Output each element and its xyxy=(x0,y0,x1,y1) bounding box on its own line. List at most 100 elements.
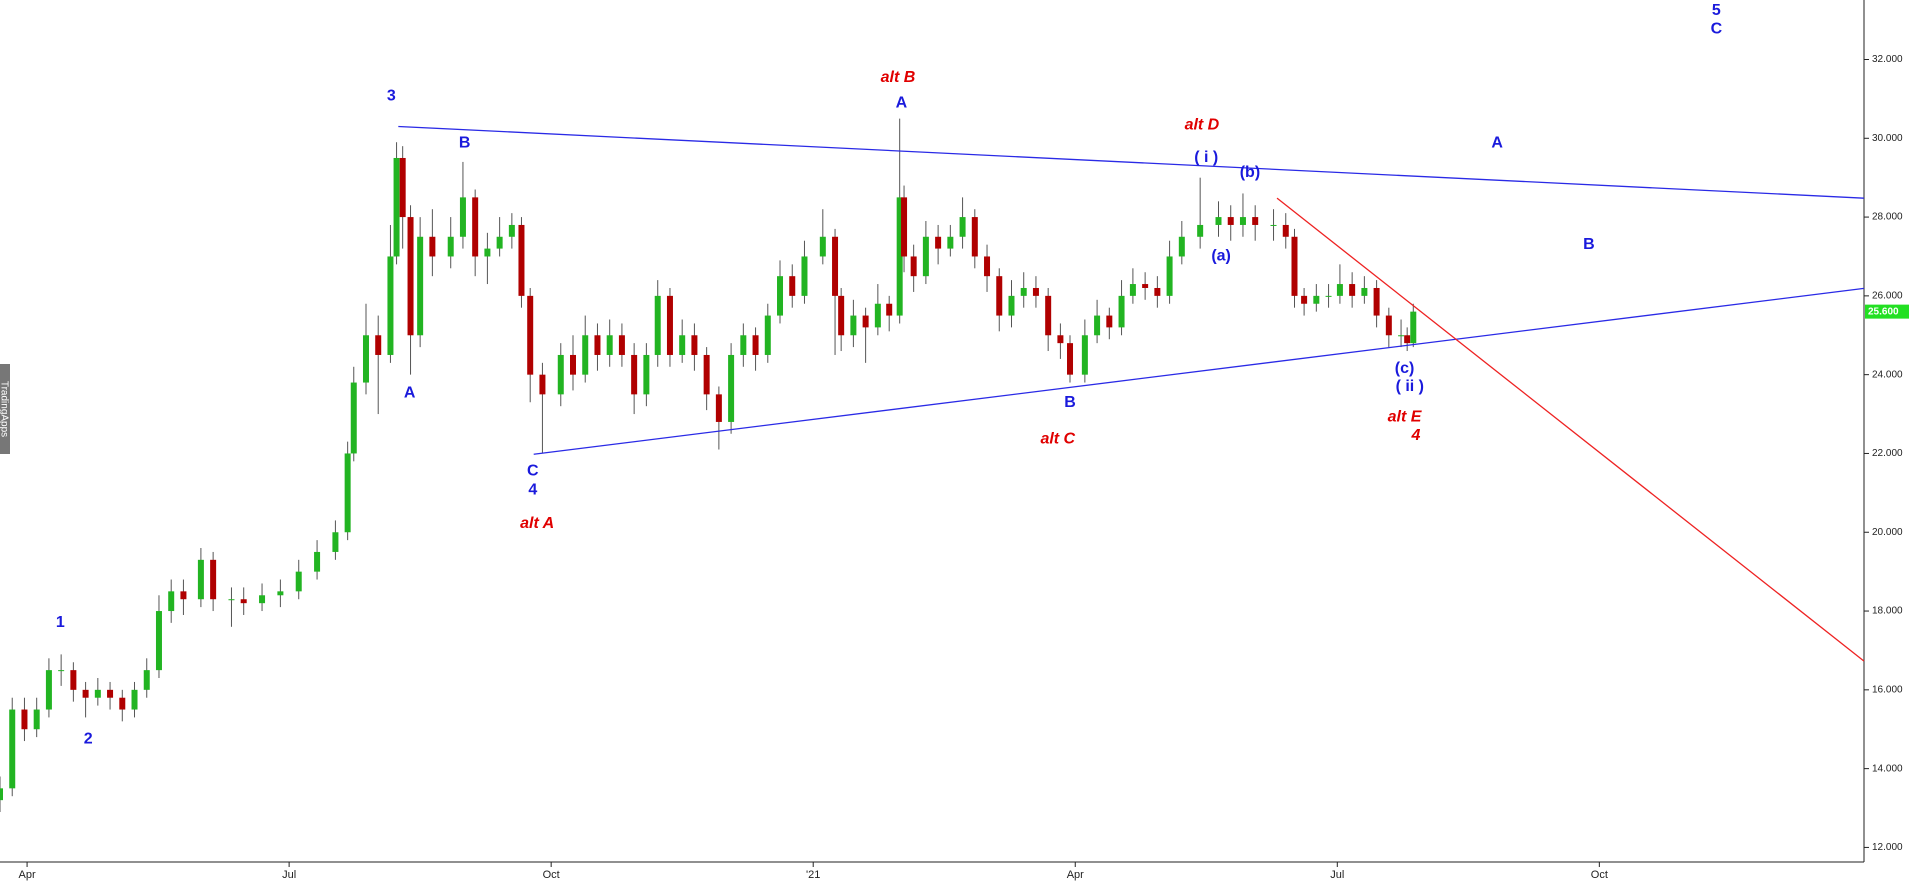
candle-body xyxy=(240,599,247,604)
candle-body xyxy=(594,335,601,355)
candle-body xyxy=(1349,284,1356,296)
candle-body xyxy=(1239,217,1246,225)
wave-label: (a) xyxy=(1211,248,1231,265)
y-tick-label: 20.000 xyxy=(1872,527,1903,538)
candle-body xyxy=(832,236,839,296)
candle-body xyxy=(131,689,138,710)
candle-body xyxy=(764,315,771,355)
candle-body xyxy=(910,256,917,277)
candle-body xyxy=(143,670,150,690)
candle-body xyxy=(1154,287,1161,296)
x-tick-label: Oct xyxy=(543,869,560,881)
wave-label: B xyxy=(1583,236,1595,253)
candle-body xyxy=(1373,287,1380,316)
x-tick-label: Jul xyxy=(282,869,296,881)
candle-body xyxy=(570,354,577,375)
candle-body xyxy=(1325,295,1332,297)
candle-body xyxy=(896,197,903,316)
watermark: TradingApps xyxy=(0,381,9,437)
candle-body xyxy=(344,453,351,533)
wave-label: A xyxy=(404,384,416,401)
candle-body xyxy=(922,236,929,277)
candle-body xyxy=(1215,217,1222,225)
candle-body xyxy=(399,157,406,218)
candle-body xyxy=(180,591,187,600)
y-tick-label: 26.000 xyxy=(1872,291,1903,302)
candle-body xyxy=(45,670,52,710)
candle-body xyxy=(1178,236,1185,257)
candle-body xyxy=(1142,284,1149,288)
candle-body xyxy=(752,335,759,355)
x-tick-label: Jul xyxy=(1330,869,1344,881)
x-tick-label: Oct xyxy=(1591,869,1608,881)
candle-body xyxy=(1166,256,1173,296)
candle-body xyxy=(582,335,589,375)
candle-body xyxy=(901,197,908,257)
candle-body xyxy=(1227,217,1234,225)
candle-body xyxy=(996,276,1003,316)
candle-body xyxy=(801,256,808,296)
candle-body xyxy=(1410,311,1417,344)
candle-body xyxy=(459,197,466,237)
candle-body xyxy=(484,248,491,257)
wave-label: C xyxy=(1711,20,1723,37)
candle-body xyxy=(472,197,479,257)
candle-body xyxy=(862,315,869,328)
candle-body xyxy=(740,335,747,355)
x-tick-label: '21 xyxy=(806,869,820,881)
candle-body xyxy=(314,551,321,572)
candle-body xyxy=(935,236,942,249)
candle-body xyxy=(850,315,857,336)
trend-line xyxy=(1276,197,1865,662)
candle-body xyxy=(1282,224,1289,237)
candle-body xyxy=(362,335,369,383)
candle-body xyxy=(407,217,414,336)
candle-body xyxy=(1032,287,1039,296)
y-tick-label: 12.000 xyxy=(1872,842,1903,853)
candle-body xyxy=(971,217,978,257)
candle-body xyxy=(886,303,893,316)
candle-body xyxy=(777,276,784,316)
candle-body xyxy=(9,709,16,789)
wave-label: (c) xyxy=(1395,360,1415,377)
candle-body xyxy=(1094,315,1101,336)
wave-label: alt C xyxy=(1040,430,1075,447)
candle-body xyxy=(1106,315,1113,328)
candle-body xyxy=(1129,284,1136,296)
candle-body xyxy=(350,382,357,454)
candle-body xyxy=(789,276,796,296)
candle-body xyxy=(33,709,40,730)
candle-body xyxy=(715,394,722,422)
wave-label: ( ii ) xyxy=(1396,378,1424,395)
candle-body xyxy=(1252,217,1259,225)
candle-body xyxy=(387,256,394,355)
candle-body xyxy=(643,354,650,395)
candle-body xyxy=(654,295,661,355)
trend-line xyxy=(533,287,1865,455)
x-tick-label: Apr xyxy=(19,869,36,881)
x-tick-label: Apr xyxy=(1067,869,1084,881)
wave-label: 4 xyxy=(528,482,537,499)
candle-body xyxy=(838,295,845,336)
candle-body xyxy=(728,354,735,422)
candle-body xyxy=(703,354,710,395)
wave-label: C xyxy=(527,462,539,479)
y-tick-label: 32.000 xyxy=(1872,54,1903,65)
candle-body xyxy=(94,689,101,698)
watermark-tab xyxy=(0,364,10,454)
y-tick-label: 14.000 xyxy=(1872,763,1903,774)
wave-label: alt A xyxy=(520,515,554,532)
candle-body xyxy=(277,591,284,596)
wave-label: alt D xyxy=(1185,117,1220,134)
y-tick-label: 30.000 xyxy=(1872,133,1903,144)
candle-body xyxy=(1081,335,1088,375)
candle-body xyxy=(375,335,382,355)
candle-body xyxy=(393,157,400,257)
candle-body xyxy=(518,224,525,296)
wave-label: 2 xyxy=(84,730,93,747)
candle-body xyxy=(1008,295,1015,316)
wave-label: B xyxy=(459,135,471,152)
candle-body xyxy=(228,599,235,601)
